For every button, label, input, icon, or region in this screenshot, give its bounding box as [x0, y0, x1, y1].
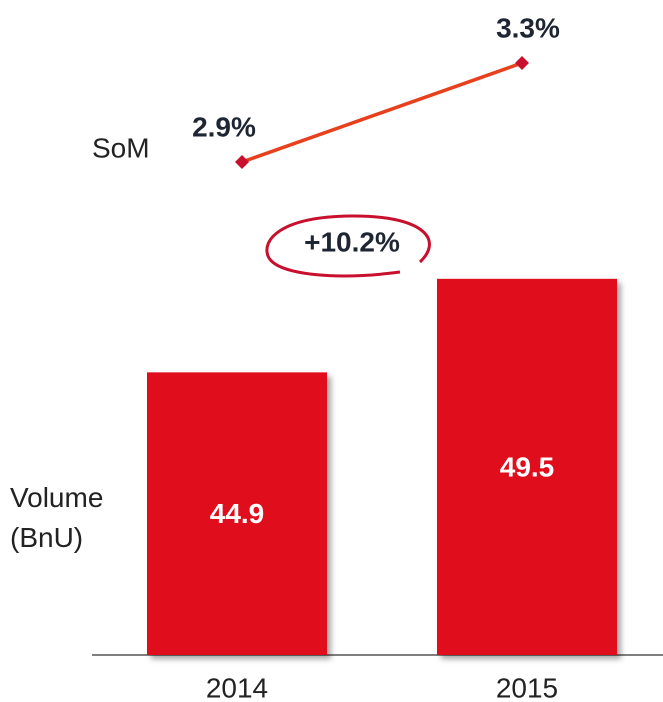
x-tick-label: 2015: [496, 672, 558, 702]
line-marker: [235, 155, 249, 169]
bar-value-label: 49.5: [500, 451, 555, 482]
bar-value-label: 44.9: [210, 498, 265, 529]
bar: [437, 278, 617, 655]
line-value-label: 2.9%: [192, 111, 256, 142]
bar-series-label: Volume (BnU): [10, 482, 104, 553]
line-series-label: SoM: [92, 132, 150, 163]
line-value-label: 3.3%: [496, 12, 560, 43]
annotation: +10.2%: [304, 226, 400, 257]
annotation-circle: [265, 214, 431, 278]
x-tick-label: 2014: [206, 672, 268, 702]
line: [241, 61, 523, 164]
line-marker: [515, 56, 529, 70]
bar: [147, 372, 327, 655]
